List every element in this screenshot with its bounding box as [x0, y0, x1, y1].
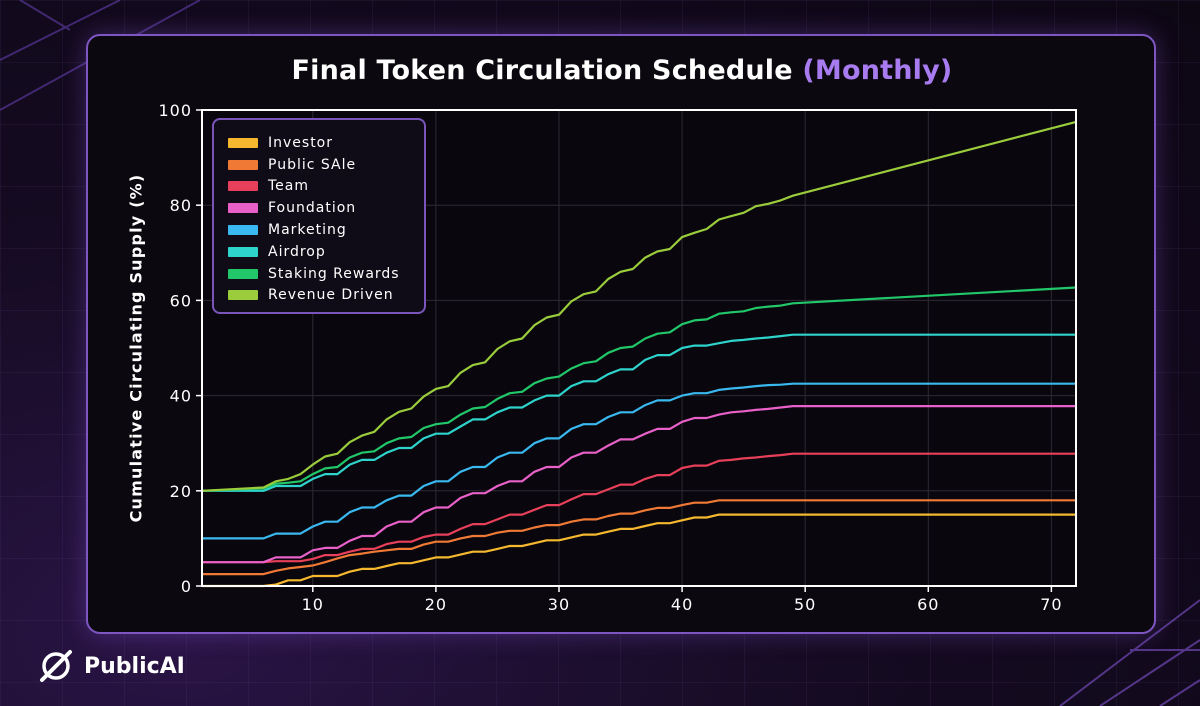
- legend-swatch: [228, 290, 258, 301]
- y-tick-label: 100: [158, 101, 192, 120]
- chart-title: Final Token Circulation Schedule (Monthl…: [0, 55, 1200, 86]
- legend-swatch: [228, 246, 258, 257]
- x-tick-label: 40: [671, 595, 693, 614]
- legend-item: Public SAle: [228, 154, 424, 176]
- series-line-staking-rewards: [201, 286, 1077, 492]
- legend-swatch: [228, 225, 258, 236]
- legend-item: Revenue Driven: [228, 285, 424, 307]
- legend-label: Revenue Driven: [268, 287, 394, 304]
- x-tick-label: 10: [302, 595, 324, 614]
- series-line-foundation: [202, 405, 1076, 564]
- legend-label: Team: [268, 178, 310, 195]
- series-line-public-sale: [202, 499, 1076, 576]
- y-tick-label: 20: [170, 482, 192, 501]
- y-tick-label: 80: [170, 196, 192, 215]
- legend-swatch: [228, 181, 258, 192]
- y-tick-label: 0: [181, 577, 192, 596]
- y-tick-label: 40: [170, 387, 192, 406]
- legend-item: Airdrop: [228, 241, 424, 263]
- brand-name: PublicAI: [84, 653, 185, 679]
- legend-label: Staking Rewards: [268, 265, 400, 282]
- slashed-circle-logo-icon: [40, 650, 72, 682]
- legend-label: Foundation: [268, 200, 357, 217]
- legend-label: Public SAle: [268, 156, 357, 173]
- series-line-investor: [202, 513, 1076, 588]
- legend-item: Foundation: [228, 197, 424, 219]
- chart-title-main: Final Token Circulation Schedule: [291, 55, 793, 86]
- x-tick-label: 30: [548, 595, 570, 614]
- legend-label: Investor: [268, 134, 334, 151]
- legend-label: Airdrop: [268, 243, 326, 260]
- brand: PublicAI: [36, 646, 185, 686]
- legend-item: Staking Rewards: [228, 263, 424, 285]
- y-axis-label: Cumulative Circulating Supply (%): [126, 173, 146, 523]
- legend-swatch: [228, 137, 258, 148]
- legend-swatch: [228, 268, 258, 279]
- series-line-airdrop: [202, 333, 1076, 492]
- series-line-marketing: [202, 382, 1076, 540]
- series-line-revenue-driven: [201, 120, 1077, 492]
- series-line-team: [202, 452, 1076, 564]
- legend-item: Investor: [228, 132, 424, 154]
- legend-swatch: [228, 203, 258, 214]
- x-tick-label: 60: [917, 595, 939, 614]
- legend-label: Marketing: [268, 222, 347, 239]
- y-tick-label: 60: [170, 291, 192, 310]
- legend-swatch: [228, 159, 258, 170]
- x-tick-label: 20: [425, 595, 447, 614]
- legend-item: Team: [228, 176, 424, 198]
- plot-frame: [201, 109, 1077, 587]
- chart-title-accent: (Monthly): [802, 55, 953, 86]
- x-tick-label: 50: [794, 595, 816, 614]
- chart-legend: Investor Public SAle Team Foundation Marketi…: [212, 118, 426, 314]
- legend-item: Marketing: [228, 219, 424, 241]
- x-tick-label: 70: [1040, 595, 1062, 614]
